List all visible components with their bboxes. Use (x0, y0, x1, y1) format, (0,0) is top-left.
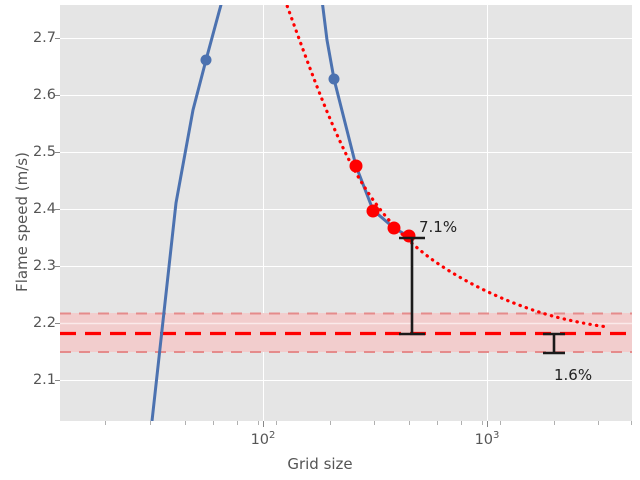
error-bar-lower-label: 1.6% (554, 366, 593, 384)
xtick-label-100-exponent: 2 (269, 430, 276, 441)
xtick-label-100-base: 10 (250, 431, 270, 448)
ytick-label-2.1: 2.1 (32, 372, 56, 388)
xtick-minor-2000 (554, 421, 555, 425)
y-axis-label: Flame speed (m/s) (13, 152, 31, 292)
converged-marker-4 (402, 229, 416, 243)
xtick-label-1000: 103 (475, 430, 500, 448)
xtick-minor-90 (276, 421, 277, 425)
ytick-mark-2.6 (55, 95, 60, 96)
ytick-mark-2.4 (55, 209, 60, 210)
error-bar-upper-graphic (399, 236, 425, 336)
gridline-x-100 (263, 5, 264, 421)
xtick-minor-400 (409, 421, 410, 425)
error-bar-upper-label: 7.1% (419, 218, 458, 236)
ytick-label-2.4: 2.4 (32, 201, 56, 217)
x-axis-label: Grid size (287, 455, 353, 473)
xtick-minor-300 (374, 421, 375, 425)
xtick-minor-30 (105, 421, 106, 425)
xtick-major-1000 (487, 421, 488, 427)
ytick-label-2.3: 2.3 (32, 258, 56, 274)
xtick-minor-80 (258, 421, 259, 425)
coarse-grid-marker (200, 54, 212, 66)
xtick-minor-70 (237, 421, 238, 425)
xtick-minor-40 (150, 421, 151, 425)
converged-marker-3 (387, 221, 401, 235)
ytick-label-2.6: 2.6 (32, 87, 56, 103)
converged-marker-2 (366, 204, 380, 218)
xtick-minor-60 (213, 421, 214, 425)
fine-grid-solution-line (321, 5, 409, 238)
ytick-mark-2.5 (55, 152, 60, 153)
error-bar-lower-graphic (543, 332, 565, 355)
ytick-mark-2.7 (55, 38, 60, 39)
gridline-y-2.1 (60, 380, 632, 381)
ytick-label-2.2: 2.2 (32, 315, 56, 331)
gridline-y-2.3 (60, 266, 632, 267)
xtick-minor-800 (500, 421, 501, 425)
xtick-minor-50 (185, 421, 186, 425)
xtick-minor-4000 (631, 421, 632, 425)
xtick-label-100: 102 (251, 430, 276, 448)
ytick-mark-2.1 (55, 380, 60, 381)
xtick-minor-500 (437, 421, 438, 425)
gridline-x-1000 (487, 5, 488, 421)
xtick-major-100 (263, 421, 264, 427)
xtick-label-1000-exponent: 3 (493, 430, 500, 441)
converged-marker-1 (349, 159, 363, 173)
ytick-mark-2.2 (55, 323, 60, 324)
richardson-extrapolation-curve (285, 5, 610, 329)
xtick-minor-3000 (598, 421, 599, 425)
xtick-minor-200 (330, 421, 331, 425)
xtick-minor-600 (461, 421, 462, 425)
ytick-mark-2.3 (55, 266, 60, 267)
coarse-grid-solution-line (150, 5, 223, 421)
ytick-label-2.7: 2.7 (32, 30, 56, 46)
gridline-y-2.7 (60, 38, 632, 39)
fine-grid-marker (328, 73, 340, 85)
xtick-label-1000-base: 10 (474, 431, 494, 448)
xtick-minor-700 (482, 421, 483, 425)
gridline-y-2.6 (60, 95, 632, 96)
ytick-label-2.5: 2.5 (32, 144, 56, 160)
gridline-y-2.4 (60, 209, 632, 210)
